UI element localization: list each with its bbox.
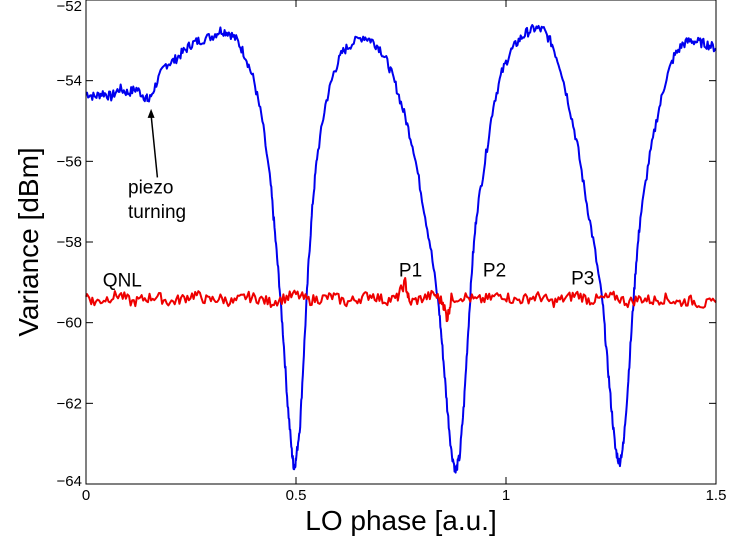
annotation-piezo: piezo xyxy=(128,178,173,199)
annotation-turning: turning xyxy=(128,202,186,223)
y-tick-label: −52 xyxy=(57,0,82,15)
annotation-p1: P1 xyxy=(399,260,422,281)
x-tick-label: 1.5 xyxy=(706,487,727,504)
annotation-p3: P3 xyxy=(571,268,594,289)
series-line-2 xyxy=(85,277,717,323)
y-axis-title: Variance [dBm] xyxy=(13,147,44,336)
x-tick-label: 0 xyxy=(82,487,90,504)
tick-layer: 0 0.5 1 1.5 −64 −62 −60 −58 −56 −54 −52 xyxy=(57,0,727,504)
series-line-1 xyxy=(85,24,717,474)
series-layer xyxy=(85,24,717,474)
plot-background xyxy=(86,0,716,484)
x-tick-label: 0.5 xyxy=(286,487,307,504)
x-tick-label: 1 xyxy=(502,487,510,504)
y-tick-label: −60 xyxy=(57,315,82,332)
y-tick-label: −62 xyxy=(57,395,82,412)
piezo-arrow-shaft xyxy=(150,114,159,178)
y-tick-label: −54 xyxy=(57,73,82,90)
y-tick-label: −58 xyxy=(57,234,82,251)
y-tick-label: −56 xyxy=(57,153,82,170)
y-tick-label: −64 xyxy=(57,473,82,490)
annotation-p2: P2 xyxy=(483,260,506,281)
x-axis-title: LO phase [a.u.] xyxy=(305,505,496,536)
annotation-qnl: QNL xyxy=(103,270,142,291)
piezo-arrow-head xyxy=(147,108,155,118)
annotation-layer: QNL P1 P2 P3 piezo turning xyxy=(103,108,594,291)
